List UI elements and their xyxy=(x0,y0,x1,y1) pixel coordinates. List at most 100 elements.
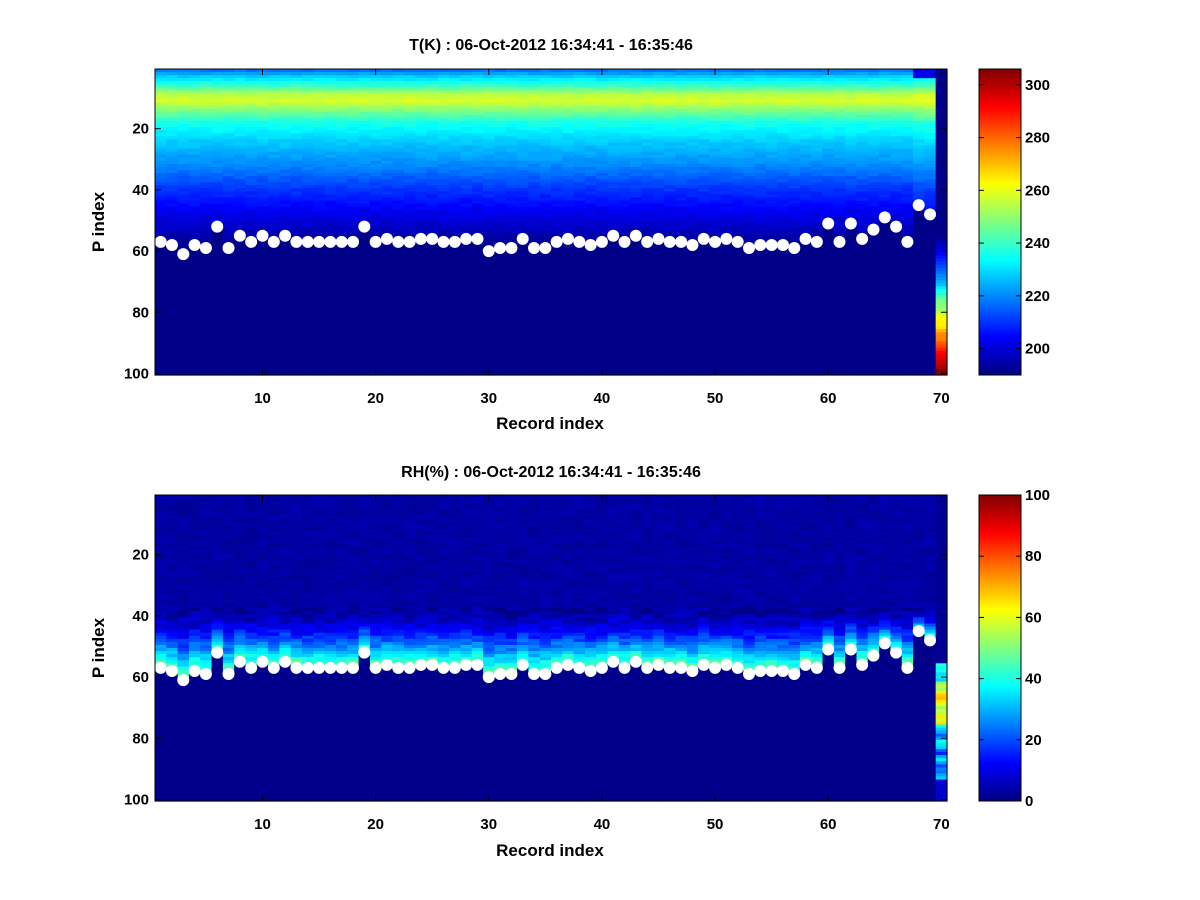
temperature-cell-r19-p62 xyxy=(358,255,371,260)
temperature-cell-r12-p25 xyxy=(279,142,292,147)
temperature-cell-r6-p10 xyxy=(211,96,224,101)
temperature-cell-r26-p76 xyxy=(437,298,450,303)
temperature-cell-r23-p11 xyxy=(403,99,416,104)
temperature-cell-r4-p37 xyxy=(188,179,201,183)
temperature-cell-r16-p11 xyxy=(324,99,337,104)
temperature-cell-r26-p66 xyxy=(437,267,450,272)
temperature-cell-r20-p10 xyxy=(369,96,382,101)
temperature-cell-r10-p20 xyxy=(256,127,269,131)
temperature-cell-r2-p94 xyxy=(166,353,179,358)
temperature-cell-r4-p13 xyxy=(188,105,201,110)
temperature-cell-r10-p66 xyxy=(256,267,269,272)
temperature-cell-r24-p22 xyxy=(415,133,428,137)
temperature-cell-r23-p24 xyxy=(403,139,416,144)
temperature-cell-r3-p54 xyxy=(177,231,190,235)
temperature-cell-r17-p69 xyxy=(336,277,348,281)
temperature-cell-r14-p35 xyxy=(302,173,314,177)
temperature-cell-r4-p2 xyxy=(188,72,201,76)
temperature-cell-r14-p34 xyxy=(302,169,314,174)
temperature-cell-r22-p88 xyxy=(392,335,405,339)
temperature-cell-r15-p12 xyxy=(313,102,326,107)
temperature-cell-r9-p75 xyxy=(245,295,258,300)
temperature-cell-r26-p10 xyxy=(437,96,450,101)
temperature-cell-r25-p71 xyxy=(426,283,439,287)
temperature-cell-r14-p80 xyxy=(302,310,314,315)
temperature-cell-r8-p46 xyxy=(234,206,247,211)
temperature-cell-r16-p8 xyxy=(324,90,337,95)
temperature-cell-r21-p39 xyxy=(381,185,394,189)
temperature-cell-r7-p33 xyxy=(222,166,235,171)
temperature-cell-r9-p17 xyxy=(245,117,258,122)
temperature-cell-r16-p73 xyxy=(324,289,337,293)
temperature-cell-r25-p61 xyxy=(426,252,439,257)
temperature-cell-r22-p62 xyxy=(392,255,405,260)
temperature-cell-r17-p43 xyxy=(336,197,348,202)
temperature-cell-r19-p83 xyxy=(358,319,371,324)
temperature-cell-r26-p70 xyxy=(437,280,450,284)
temperature-cell-r15-p60 xyxy=(313,249,326,254)
temperature-cell-r19-p34 xyxy=(358,169,371,174)
temperature-cell-r2-p49 xyxy=(166,215,179,220)
temperature-cell-r8-p18 xyxy=(234,121,247,125)
temperature-cell-r16-p78 xyxy=(324,304,337,309)
temperature-cell-r22-p48 xyxy=(392,212,405,217)
temperature-cell-r16-p90 xyxy=(324,341,337,345)
temperature-cell-r25-p28 xyxy=(426,151,439,156)
temperature-cell-r8-p60 xyxy=(234,249,247,254)
temperature-cell-r13-p50 xyxy=(290,218,303,223)
temperature-cell-r2-p42 xyxy=(166,194,179,199)
temperature-cell-r12-p5 xyxy=(279,81,292,85)
temperature-cell-r4-p10 xyxy=(188,96,201,101)
temperature-cell-r19-p6 xyxy=(358,84,371,88)
temperature-cell-r14-p90 xyxy=(302,341,314,345)
temperature-cell-r19-p24 xyxy=(358,139,371,144)
temperature-cell-r10-p96 xyxy=(256,359,269,364)
temperature-cell-r15-p29 xyxy=(313,154,326,159)
temperature-cell-r26-p90 xyxy=(437,341,450,345)
temperature-cell-r3-p49 xyxy=(177,215,190,220)
temperature-cell-r17-p83 xyxy=(336,319,348,324)
temperature-cell-r1-p4 xyxy=(155,78,167,82)
temperature-cell-r18-p6 xyxy=(347,84,360,88)
temperature-cell-r15-p34 xyxy=(313,169,326,174)
temperature-cell-r12-p62 xyxy=(279,255,292,260)
temperature-cell-r4-p30 xyxy=(188,157,201,162)
temperature-cell-r20-p79 xyxy=(369,307,382,312)
temperature-cell-r10-p70 xyxy=(256,280,269,284)
temperature-cell-r16-p39 xyxy=(324,185,337,189)
temperature-cell-r19-p26 xyxy=(358,145,371,150)
temperature-cell-r16-p87 xyxy=(324,332,337,336)
temperature-cell-r3-p92 xyxy=(177,347,190,352)
temperature-cell-r19-p13 xyxy=(358,105,371,110)
temperature-cell-r22-p21 xyxy=(392,130,405,134)
temperature-cell-r4-p86 xyxy=(188,329,201,333)
temperature-cell-r20-p48 xyxy=(369,212,382,217)
temperature-cell-r19-p22 xyxy=(358,133,371,137)
temperature-cell-r22-p12 xyxy=(392,102,405,107)
temperature-cell-r12-p89 xyxy=(279,338,292,342)
temperature-cell-r13-p70 xyxy=(290,280,303,284)
temperature-cell-r2-p69 xyxy=(166,277,179,281)
temperature-cell-r21-p97 xyxy=(381,362,394,367)
temperature-cell-r3-p96 xyxy=(177,359,190,364)
temperature-cell-r7-p42 xyxy=(222,194,235,199)
temperature-cell-r7-p31 xyxy=(222,160,235,165)
temperature-cell-r20-p41 xyxy=(369,191,382,196)
temperature-cell-r5-p33 xyxy=(200,166,213,171)
temperature-cell-r12-p70 xyxy=(279,280,292,284)
temperature-cell-r18-p52 xyxy=(347,225,360,229)
temperature-cell-r2-p30 xyxy=(166,157,179,162)
temperature-cell-r19-p84 xyxy=(358,322,371,327)
temperature-cell-r6-p75 xyxy=(211,295,224,300)
temperature-cell-r23-p34 xyxy=(403,169,416,174)
temperature-cell-r8-p24 xyxy=(234,139,247,144)
temperature-cell-r10-p61 xyxy=(256,252,269,257)
temperature-cell-r12-p40 xyxy=(279,188,292,192)
temperature-cell-r10-p31 xyxy=(256,160,269,165)
temperature-cell-r25-p88 xyxy=(426,335,439,339)
temperature-cell-r19-p73 xyxy=(358,289,371,293)
temperature-cell-r15-p19 xyxy=(313,124,326,128)
temperature-cell-r7-p2 xyxy=(222,72,235,76)
temperature-cell-r11-p14 xyxy=(268,108,281,113)
temperature-cell-r13-p6 xyxy=(290,84,303,88)
